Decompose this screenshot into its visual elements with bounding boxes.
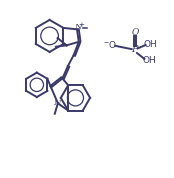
Text: N: N [74, 23, 81, 31]
Text: OH: OH [143, 56, 157, 65]
Text: +: + [78, 22, 84, 28]
Text: N: N [53, 99, 61, 107]
Text: $^{-}$O: $^{-}$O [103, 39, 118, 50]
Text: O: O [131, 28, 139, 37]
Text: OH: OH [144, 40, 158, 49]
Text: P: P [132, 45, 138, 54]
